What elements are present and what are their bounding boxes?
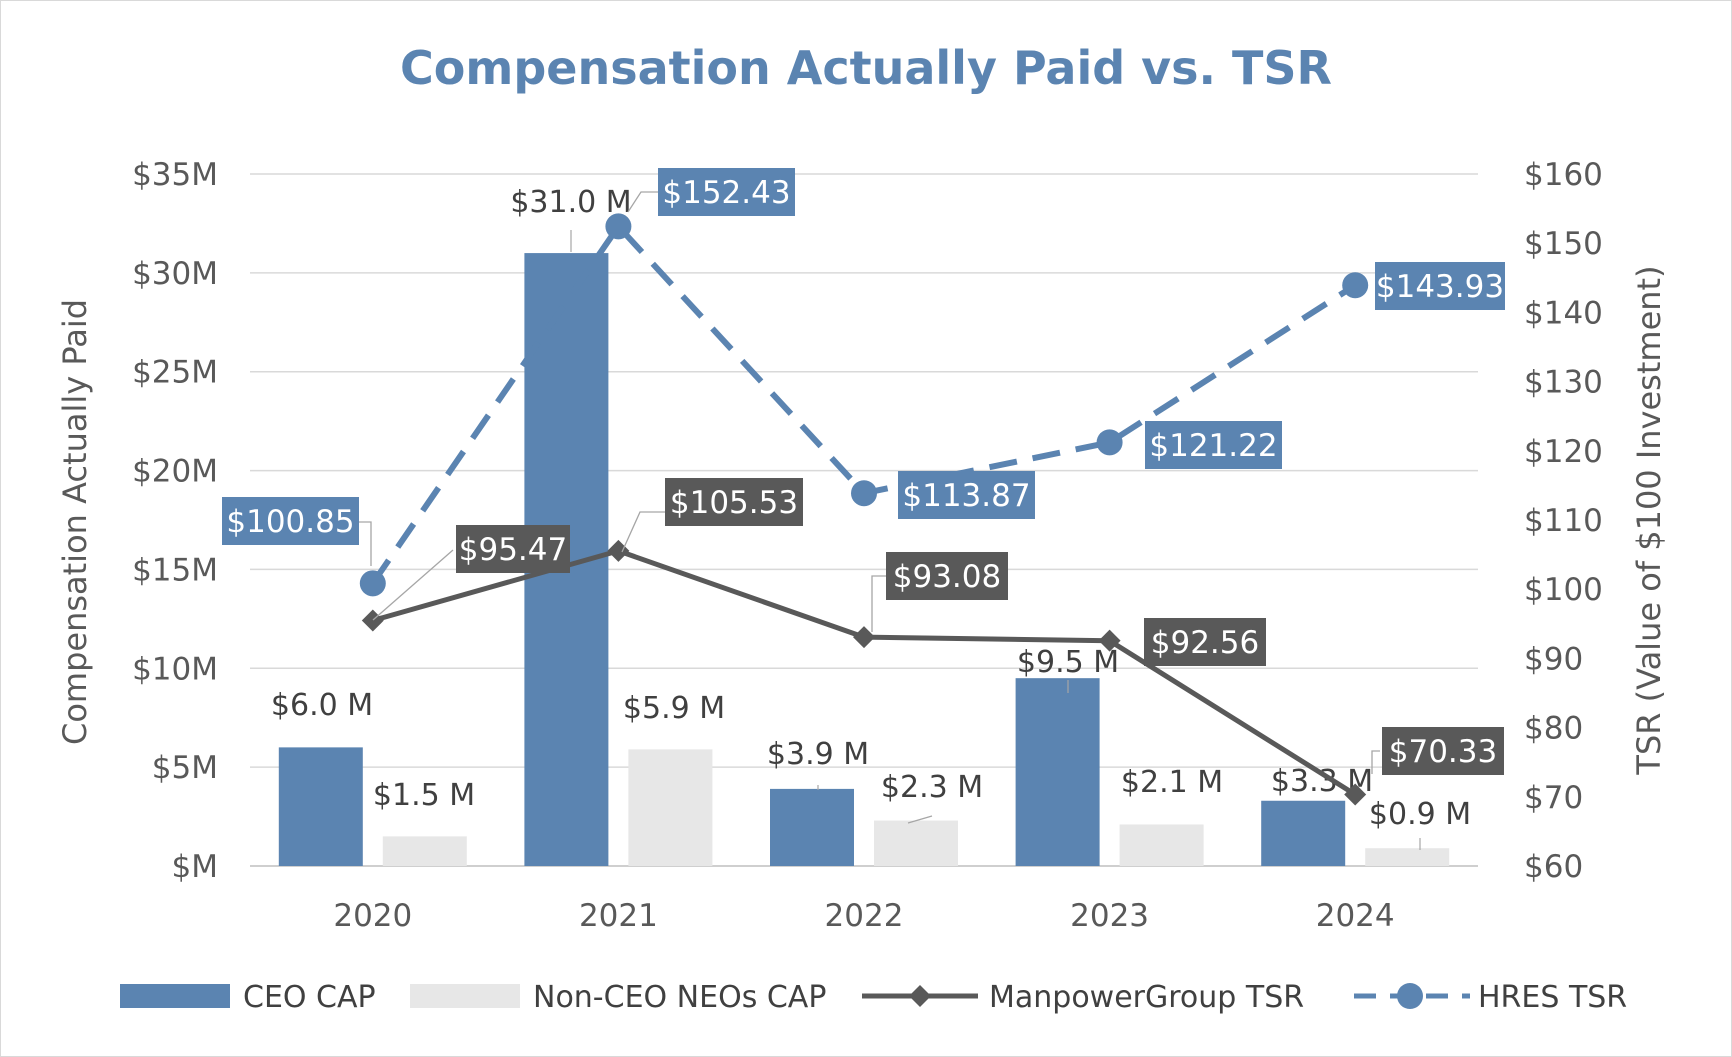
callouts: $95.47 $105.53 $93.08 $92.56 $70.33 $100.85 $1… [222,168,1505,775]
callout-box [222,497,359,545]
callout-label: $152.43 [662,175,790,211]
callout-box [1145,421,1282,469]
bar [1119,824,1204,866]
y2-tick-label: $110 [1524,503,1603,539]
callout-label: $70.33 [1389,734,1497,770]
callout-leader [871,575,886,632]
y2-tick-label: $120 [1524,434,1603,470]
callout-box [658,168,795,216]
legend-label-hres-tsr: HRES TSR [1478,980,1627,1015]
bar-labels: $6.0 M$31.0 M$3.9 M$9.5 M$3.3 M$1.5 M$5.… [271,185,1471,850]
marker-circle [359,570,386,597]
y-tick-label: $M [172,849,218,885]
legend-swatch-ceo-cap [120,984,230,1008]
y-tick-label: $5M [152,750,218,786]
chart-title: Compensation Actually Paid vs. TSR [400,41,1332,95]
y-tick-label: $25M [132,355,218,391]
bar [278,747,363,866]
bar [1261,800,1346,866]
bar [628,749,713,866]
marker-diamond [607,539,630,562]
callout-label: $105.53 [670,485,798,521]
callout-label: $92.56 [1151,625,1259,661]
marker-circle [1096,429,1123,456]
bars [278,253,1450,867]
lines [359,213,1369,806]
bar-data-label: $2.1 M [1121,765,1223,800]
marker-circle [605,213,632,240]
y2-tick-label: $80 [1524,711,1583,747]
y2-axis-title: TSR (Value of $100 Investment) [1630,265,1668,775]
x-tick-label: 2024 [1316,898,1395,934]
y-tick-label: $15M [132,552,218,588]
bar-data-label: $3.9 M [767,737,869,772]
callout-label: $93.08 [893,559,1001,595]
callout-leader [627,191,658,213]
bar-data-label: $6.0 M [271,688,373,723]
callout-box [1144,618,1266,666]
x-tick-label: 2023 [1070,898,1149,934]
callout-box [886,552,1008,600]
y2-tick-label: $160 [1524,157,1603,193]
callout-label: $121.22 [1149,428,1277,464]
callout-leader [1371,750,1380,774]
bar-data-label: $31.0 M [510,185,631,220]
x-tick-label: 2020 [333,898,412,934]
bar-data-label: $1.5 M [373,778,475,813]
y2-tick-label: $140 [1524,295,1603,331]
legend-label-non-ceo-cap: Non-CEO NEOs CAP [533,980,826,1015]
bar [1015,678,1100,866]
x-axis-ticks: 2020 2021 2022 2023 2024 [333,898,1394,934]
bar-data-label: $9.5 M [1017,645,1119,680]
callout-label: $95.47 [459,532,567,568]
right-axis-ticks: $60 $70 $80 $90 $100 $110 $120 $130 $140 $150 $160 [1524,157,1603,885]
y2-tick-label: $130 [1524,365,1603,401]
y2-tick-label: $70 [1524,780,1583,816]
legend-label-manpower-tsr: ManpowerGroup TSR [989,980,1304,1015]
bar [770,788,854,866]
bar-data-label: $5.9 M [623,691,725,726]
x-tick-label: 2021 [579,898,658,934]
callout-label: $113.87 [902,478,1030,514]
callout-box [1375,262,1505,310]
bar [874,820,958,866]
legend-marker-diamond [909,985,931,1007]
callout-leader [372,549,454,621]
callout-label: $100.85 [226,504,354,540]
marker-diamond [1098,629,1121,652]
y2-tick-label: $100 [1524,572,1603,608]
callout-box [665,478,803,526]
y2-tick-label: $60 [1524,849,1583,885]
bar [1365,848,1450,866]
callout-box [898,471,1035,519]
y2-tick-label: $150 [1524,226,1603,262]
y-tick-label: $35M [132,157,218,193]
callout-leader [621,511,665,553]
callout-leader [359,521,372,566]
y-axis-title: Compensation Actually Paid [56,299,94,745]
marker-diamond [853,626,875,649]
bar-data-label: $2.3 M [881,770,983,805]
y-tick-label: $30M [132,256,218,292]
y-tick-label: $20M [132,454,218,490]
y-tick-label: $10M [132,651,218,687]
legend-swatch-non-ceo-cap [410,984,520,1008]
x-tick-label: 2022 [825,898,904,934]
callout-label: $143.93 [1376,269,1504,305]
legend-label-ceo-cap: CEO CAP [243,980,376,1015]
bar-data-label: $0.9 M [1369,797,1471,832]
y2-tick-label: $90 [1524,641,1583,677]
legend: CEO CAP Non-CEO NEOs CAP ManpowerGroup TSR… [120,980,1627,1015]
left-axis-ticks: $M $5M $10M $15M $20M $25M $30M $35M [132,157,218,885]
callout-box [456,525,570,573]
marker-circle [851,480,877,507]
bar [382,836,467,866]
legend-marker-circle [1397,983,1423,1009]
bar-label-leader [907,815,933,824]
marker-circle [1342,272,1369,299]
marker-diamond [1344,783,1367,806]
callout-box [1382,727,1504,775]
